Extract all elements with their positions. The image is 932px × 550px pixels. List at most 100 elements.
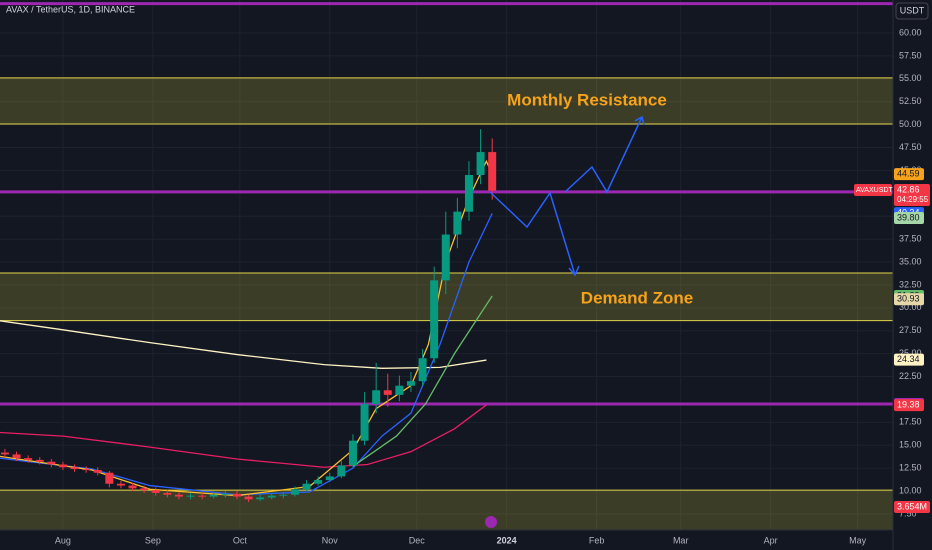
price-tag — [894, 212, 924, 225]
candle-body — [290, 489, 299, 495]
indicator-line — [0, 404, 487, 468]
candle-body — [163, 492, 172, 495]
candle-body — [174, 494, 183, 497]
volume-label: 3.654M — [897, 501, 927, 511]
indicator-line — [0, 213, 493, 496]
zone — [0, 77, 893, 124]
x-tick-label: Oct — [233, 535, 248, 545]
y-tick-label: 10.00 — [899, 485, 922, 495]
price-tag-label: 44.59 — [897, 169, 920, 179]
zone — [0, 490, 893, 530]
candle-body — [476, 152, 485, 175]
candle-body — [279, 494, 288, 496]
y-tick-label: 35.00 — [899, 256, 922, 266]
candle-body — [70, 467, 79, 470]
y-tick-label: 32.50 — [899, 279, 922, 289]
y-tick-label: 7.50 — [899, 508, 917, 518]
x-tick-label: Sep — [145, 535, 161, 545]
candle-body — [93, 469, 102, 473]
y-tick-label: 47.50 — [899, 142, 922, 152]
price-tag-label: 30.93 — [897, 294, 920, 304]
candle-body — [116, 483, 125, 486]
price-tag — [894, 168, 924, 181]
symbol-label: AVAXUSDT — [856, 187, 893, 194]
y-tick-label: 25.00 — [899, 348, 922, 358]
plot-area — [0, 0, 893, 530]
y-tick-label: 17.50 — [899, 417, 922, 427]
event-icon[interactable] — [485, 516, 497, 528]
candle-body — [453, 211, 462, 235]
y-tick-label: 37.50 — [899, 233, 922, 243]
projection — [564, 116, 643, 194]
y-tick-label: 27.50 — [899, 325, 922, 335]
candle-body — [267, 495, 276, 498]
candle-body — [383, 390, 392, 395]
y-tick-label: 30.00 — [899, 302, 922, 312]
candle-body — [406, 381, 415, 386]
annotation: Demand Zone — [581, 288, 693, 307]
candle-body — [0, 452, 9, 455]
currency[interactable]: USDT — [900, 5, 925, 15]
zone — [0, 273, 893, 321]
y-tick-label: 15.00 — [899, 440, 922, 450]
price-tag — [894, 293, 924, 306]
candle-body — [372, 390, 381, 405]
candle-body — [24, 458, 33, 460]
candle-body — [337, 465, 346, 477]
y-tick-label: 50.00 — [899, 119, 922, 129]
candle-body — [221, 493, 230, 495]
candle-body — [12, 454, 21, 459]
symbol-tag — [854, 184, 892, 197]
annotation: Monthly Resistance — [507, 90, 667, 109]
x-tick-label: Nov — [322, 535, 339, 545]
y-tick-label: 55.00 — [899, 73, 922, 83]
candle-body — [348, 440, 357, 466]
candle-body — [314, 480, 323, 484]
candle-body — [105, 472, 114, 484]
x-tick-label: 2024 — [497, 535, 517, 545]
arrow-head — [634, 115, 645, 126]
candle-body — [441, 234, 450, 281]
x-tick-label: Aug — [55, 535, 71, 545]
price-tag-label: 24.34 — [897, 354, 920, 364]
y-tick-label: 12.50 — [899, 463, 922, 473]
candle-body — [151, 490, 160, 493]
chart-title: AVAX / TetherUS, 1D, BINANCE — [6, 4, 135, 14]
x-tick-label: Dec — [409, 535, 426, 545]
candle-body — [82, 469, 91, 471]
price-tag-label: 39.80 — [897, 212, 920, 222]
candle-body — [35, 459, 44, 462]
volume-tag — [894, 501, 930, 513]
candle-body — [395, 385, 404, 395]
candle-body — [232, 493, 241, 497]
candle-body — [418, 358, 427, 382]
indicator-line — [352, 295, 493, 467]
currency-button[interactable] — [895, 2, 929, 20]
arrow-head — [568, 265, 580, 277]
x-tick-label: Feb — [589, 535, 605, 545]
candle-body — [488, 152, 497, 191]
candle-body — [325, 476, 334, 481]
y-tick-label: 52.50 — [899, 96, 922, 106]
x-tick-label: May — [849, 535, 867, 545]
projection — [489, 191, 576, 276]
price-tag — [894, 353, 924, 366]
candle-body — [209, 494, 218, 497]
y-tick-label: 22.50 — [899, 371, 922, 381]
price-tag — [894, 399, 924, 412]
x-tick-label: Mar — [673, 535, 689, 545]
candle-body — [430, 280, 439, 359]
y-tick-label: 57.50 — [899, 50, 922, 60]
candle-body — [47, 461, 56, 465]
x-tick-label: Apr — [764, 535, 778, 545]
candle-body — [140, 488, 149, 491]
candle-body — [302, 483, 311, 490]
candle-body — [128, 485, 137, 489]
candle-body — [58, 464, 67, 468]
candle-body — [244, 496, 253, 500]
countdown: 04:29:55 — [897, 195, 929, 204]
price-tag-label: 19.38 — [897, 400, 920, 410]
last-price-tag — [894, 184, 930, 207]
